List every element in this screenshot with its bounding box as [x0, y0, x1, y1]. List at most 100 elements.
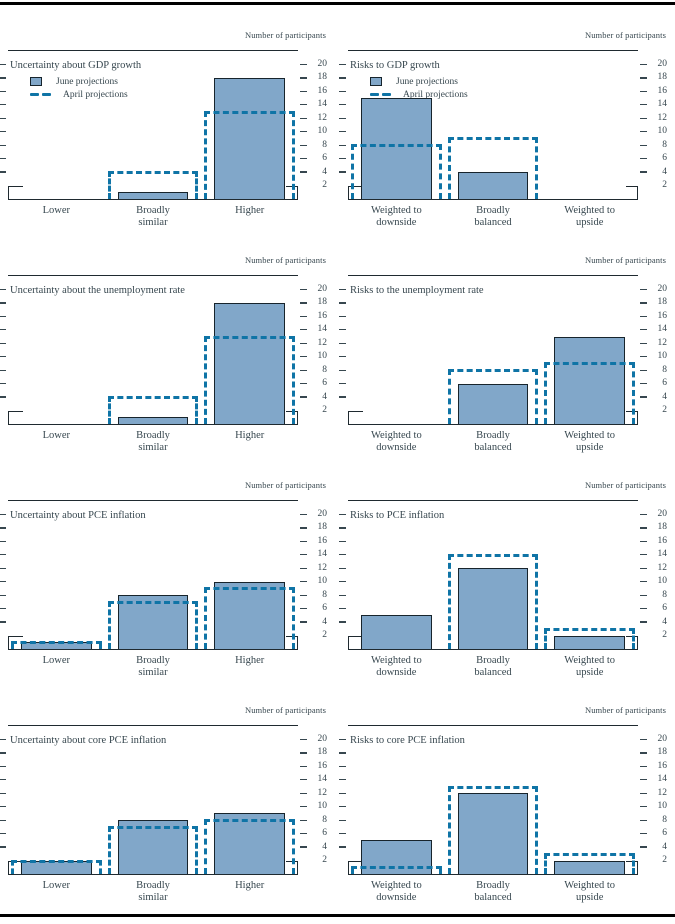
category-label: Higher — [235, 880, 265, 891]
y-tick-label: 4 — [322, 841, 327, 852]
dash — [30, 92, 39, 97]
category-label: Broadly similar — [136, 205, 170, 229]
y-tick-label: 12 — [657, 337, 668, 348]
y-tick-label: 4 — [662, 391, 667, 402]
y-tick-left — [339, 540, 346, 543]
y-tick-right — [300, 621, 307, 623]
y-tick-left — [0, 356, 6, 358]
y-tick-right — [640, 369, 647, 371]
y-tick-right — [640, 104, 647, 106]
y-tick-label: 18 — [657, 72, 668, 83]
june-bar-uncertainty-pce-inflation-1 — [117, 595, 189, 649]
y-tick-label: 18 — [317, 747, 328, 758]
y-tick-left — [0, 540, 6, 543]
axis-end-bracket-left — [348, 635, 363, 649]
axis-end-bracket-left — [8, 635, 23, 649]
y-tick-label: 2 — [322, 855, 327, 866]
y-tick-label: 14 — [657, 324, 668, 335]
axis-end-bracket-left — [348, 185, 363, 199]
y-tick-label: 18 — [657, 747, 668, 758]
y-tick-right — [300, 104, 307, 106]
y-tick-left — [339, 765, 346, 768]
june-bar-uncertainty-core-pce-inflation-2 — [214, 813, 285, 874]
y-tick-left — [339, 288, 346, 291]
y-tick-label: 18 — [657, 522, 668, 533]
y-axis-unit-label: Number of participants — [244, 705, 326, 715]
category-label: Lower — [42, 430, 71, 441]
y-tick-label: 10 — [657, 576, 668, 587]
y-tick-right — [300, 396, 307, 398]
y-axis-unit-label: Number of participants — [584, 705, 666, 715]
panel-title: Risks to core PCE inflation — [350, 735, 465, 746]
y-tick-label: 2 — [662, 855, 667, 866]
y-tick-label: 14 — [657, 99, 668, 110]
y-tick-label: 16 — [317, 85, 328, 96]
y-tick-label: 18 — [317, 522, 328, 533]
y-tick-left — [0, 117, 6, 119]
y-tick-label: 14 — [317, 774, 328, 785]
plot-area-risks-core-pce-inflation: 2 4 6 8 10 12 14 16 18 20 Risks to core PCE inflat… — [339, 725, 667, 875]
y-tick-label: 20 — [657, 733, 668, 744]
y-tick-right — [300, 171, 307, 173]
y-tick-left — [0, 104, 6, 106]
y-tick-right — [640, 144, 647, 146]
june-bar-uncertainty-unemployment-rate-2 — [214, 302, 285, 424]
y-tick-left — [0, 567, 6, 569]
april-outline-risks-gdp-growth-1 — [447, 137, 539, 199]
y-tick-label: 16 — [317, 760, 328, 771]
y-tick-left — [339, 104, 346, 106]
y-tick-left — [339, 738, 346, 741]
april-outline-risks-core-pce-inflation-0 — [350, 866, 442, 874]
y-tick-right — [300, 288, 307, 291]
category-label: Higher — [235, 205, 265, 216]
y-tick-left — [339, 554, 346, 556]
plot-area-uncertainty-unemployment-rate: 2 4 6 8 10 12 14 16 18 20 Uncertainty about the un… — [0, 275, 327, 425]
y-tick-left — [0, 621, 6, 623]
plot-area-risks-pce-inflation: 2 4 6 8 10 12 14 16 18 20 Risks to PCE inflation — [339, 500, 667, 650]
y-tick-left — [0, 383, 6, 385]
y-tick-label: 4 — [662, 616, 667, 627]
panel-title: Risks to the unemployment rate — [350, 285, 484, 296]
june-bar-risks-core-pce-inflation-2 — [554, 860, 625, 874]
april-outline-uncertainty-core-pce-inflation-1 — [107, 825, 199, 874]
y-tick-left — [0, 608, 6, 610]
y-axis-unit-label: Number of participants — [244, 30, 326, 40]
y-tick-right — [640, 90, 647, 93]
y-tick-label: 20 — [317, 283, 328, 294]
y-tick-left — [339, 396, 346, 398]
y-tick-label: 6 — [322, 153, 327, 164]
y-tick-label: 16 — [657, 85, 668, 96]
y-tick-left — [0, 77, 6, 79]
y-tick-label: 10 — [657, 126, 668, 137]
axis-end-bracket-left — [348, 410, 363, 424]
category-label: Weighted to downside — [370, 655, 422, 679]
y-tick-left — [339, 356, 346, 358]
plot-area-uncertainty-pce-inflation: 2 4 6 8 10 12 14 16 18 20 Uncertainty about PCE in… — [0, 500, 327, 650]
y-tick-label: 10 — [317, 126, 328, 137]
y-tick-label: 8 — [662, 364, 667, 375]
y-tick-left — [339, 158, 346, 160]
june-bar-uncertainty-unemployment-rate-1 — [117, 417, 189, 424]
x-axis-labels: Lower Broadly similar Higher — [8, 205, 298, 230]
category-label: Higher — [235, 430, 265, 441]
y-tick-label: 8 — [322, 364, 327, 375]
y-tick-right — [300, 356, 307, 358]
axis-end-bracket-left — [8, 185, 23, 199]
y-axis-unit-label: Number of participants — [584, 480, 666, 490]
y-tick-left — [339, 846, 346, 848]
x-axis-labels: Lower Broadly similar Higher — [8, 430, 298, 455]
y-tick-left — [339, 315, 346, 318]
april-outline-uncertainty-gdp-growth-1 — [107, 171, 199, 199]
y-tick-label: 18 — [317, 297, 328, 308]
y-tick-right — [640, 342, 647, 344]
y-tick-left — [339, 594, 346, 596]
y-tick-label: 6 — [322, 828, 327, 839]
y-tick-left — [339, 302, 346, 304]
category-label: Broadly similar — [136, 880, 170, 904]
y-tick-left — [339, 527, 346, 529]
y-tick-right — [300, 90, 307, 93]
panel-title: Risks to PCE inflation — [350, 510, 445, 521]
y-tick-right — [640, 527, 647, 529]
y-tick-left — [339, 77, 346, 79]
y-tick-label: 6 — [322, 378, 327, 389]
